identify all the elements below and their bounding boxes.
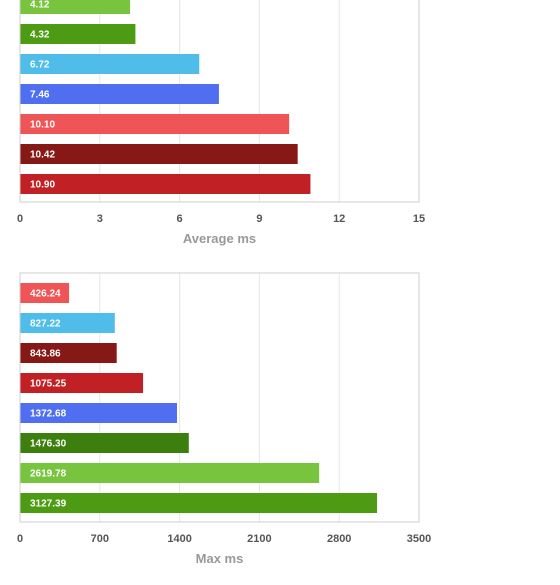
bar-value-label: 10.90 — [30, 180, 55, 191]
x-tick-label: 1400 — [167, 533, 191, 545]
x-axis-title: Max ms — [196, 551, 244, 566]
bar — [20, 54, 200, 74]
bar — [20, 174, 311, 194]
bar-value-label: 1476.30 — [30, 439, 67, 450]
bar-value-label: 4.32 — [30, 30, 50, 41]
bar — [20, 373, 144, 393]
bar-value-label: 1372.68 — [30, 409, 67, 420]
bar-value-label: 7.46 — [30, 90, 50, 101]
bar — [20, 463, 320, 483]
bar-value-label: 10.10 — [30, 120, 55, 131]
chart-panel-1: 4.12 4.32 6.72 7.46 10.10 10.42 10.90 0 3 6 9 12 15 A… — [17, 0, 425, 246]
x-tick-label: 700 — [91, 533, 109, 545]
x-tick-label: 3500 — [407, 533, 431, 545]
bar — [20, 403, 177, 423]
bar — [20, 313, 115, 333]
x-tick-label: 3 — [97, 213, 103, 225]
x-axis-title: Average ms — [183, 231, 256, 246]
bar-value-label: 6.72 — [30, 60, 50, 71]
x-tick-label: 2100 — [247, 533, 271, 545]
bar-value-label: 827.22 — [30, 319, 61, 330]
bar-value-label: 1075.25 — [30, 379, 67, 390]
x-tick-label: 0 — [17, 213, 23, 225]
chart-panel-2: 426.24 827.22 843.86 1075.25 1372.68 1476.30 2… — [17, 272, 431, 566]
x-tick-label: 9 — [256, 213, 262, 225]
bar — [20, 114, 290, 134]
bar-value-label: 426.24 — [30, 289, 61, 300]
x-tick-label: 2800 — [327, 533, 351, 545]
bar — [20, 433, 189, 453]
plot-frame — [19, 272, 420, 523]
bar-value-label: 843.86 — [30, 349, 61, 360]
x-tick-label: 15 — [413, 213, 425, 225]
bar-value-label: 10.42 — [30, 150, 55, 161]
bar — [20, 0, 131, 14]
bar — [20, 343, 117, 363]
bar — [20, 283, 70, 303]
bar — [20, 144, 298, 164]
bar — [20, 84, 219, 104]
x-tick-label: 6 — [177, 213, 183, 225]
bar-value-label: 3127.39 — [30, 499, 67, 510]
bar-value-label: 2619.78 — [30, 469, 67, 480]
bar-value-label: 4.12 — [30, 0, 50, 11]
x-tick-label: 12 — [333, 213, 345, 225]
plot-frame — [19, 0, 420, 203]
bar — [20, 24, 136, 44]
x-tick-label: 0 — [17, 533, 23, 545]
bar — [20, 493, 378, 513]
